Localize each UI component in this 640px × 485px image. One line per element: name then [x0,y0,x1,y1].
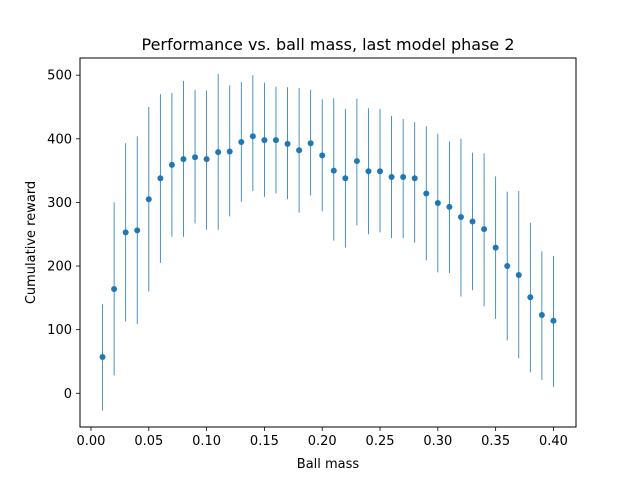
axes-frame [79,57,577,428]
data-point [296,147,303,154]
data-point [353,158,360,165]
data-point [538,312,545,319]
data-point [261,137,268,144]
x-tick-label: 0.35 [481,434,510,449]
data-point [319,152,326,159]
x-tick-label: 0.15 [250,434,279,449]
data-point [481,226,488,233]
data-point [134,227,141,234]
y-tick-label: 100 [47,323,72,338]
x-tick-label: 0.30 [423,434,452,449]
axes: 0.00 0.05 0.10 0.15 0.20 0.25 0.30 0.35 0.40 0 100… [47,57,577,449]
data-point [400,173,407,180]
data-point [330,167,337,174]
y-tick-label: 200 [47,260,72,275]
data-point [446,203,453,210]
y-tick-label: 500 [47,69,72,84]
data-point [272,137,279,144]
data-point [180,156,187,163]
data-point [122,229,129,236]
data-point [457,214,464,221]
y-tick-label: 0 [64,387,72,402]
data-point [423,190,430,197]
data-point [203,156,210,163]
data-point [284,140,291,147]
data-point [215,149,222,156]
data-point [157,175,164,182]
data-point [411,175,418,182]
plot-area [99,73,557,411]
x-axis-label: Ball mass [297,457,360,472]
y-tick-label: 400 [47,132,72,147]
y-tick-label: 300 [47,196,72,211]
data-point [377,168,384,175]
data-point [238,138,245,145]
data-point [434,200,441,207]
chart-title: Performance vs. ball mass, last model ph… [141,35,514,54]
x-tick-label: 0.00 [77,434,106,449]
data-point [504,263,511,270]
x-tick-label: 0.25 [366,434,395,449]
data-point [168,161,175,168]
data-point [388,173,395,180]
data-point [145,196,152,203]
data-point [307,140,314,147]
data-point [226,148,233,155]
x-tick-label: 0.05 [134,434,163,449]
data-point [527,294,534,301]
data-point [469,218,476,225]
data-point [492,244,499,251]
y-axis-label: Cumulative reward [24,181,39,304]
data-point [342,175,349,182]
data-point [515,271,522,278]
data-point [99,354,106,361]
x-tick-label: 0.40 [539,434,568,449]
x-tick-label: 0.10 [192,434,221,449]
data-point [365,168,372,175]
data-point [192,154,199,161]
data-point [550,317,557,324]
data-point [111,285,118,292]
x-tick-label: 0.20 [308,434,337,449]
data-point [249,133,256,140]
